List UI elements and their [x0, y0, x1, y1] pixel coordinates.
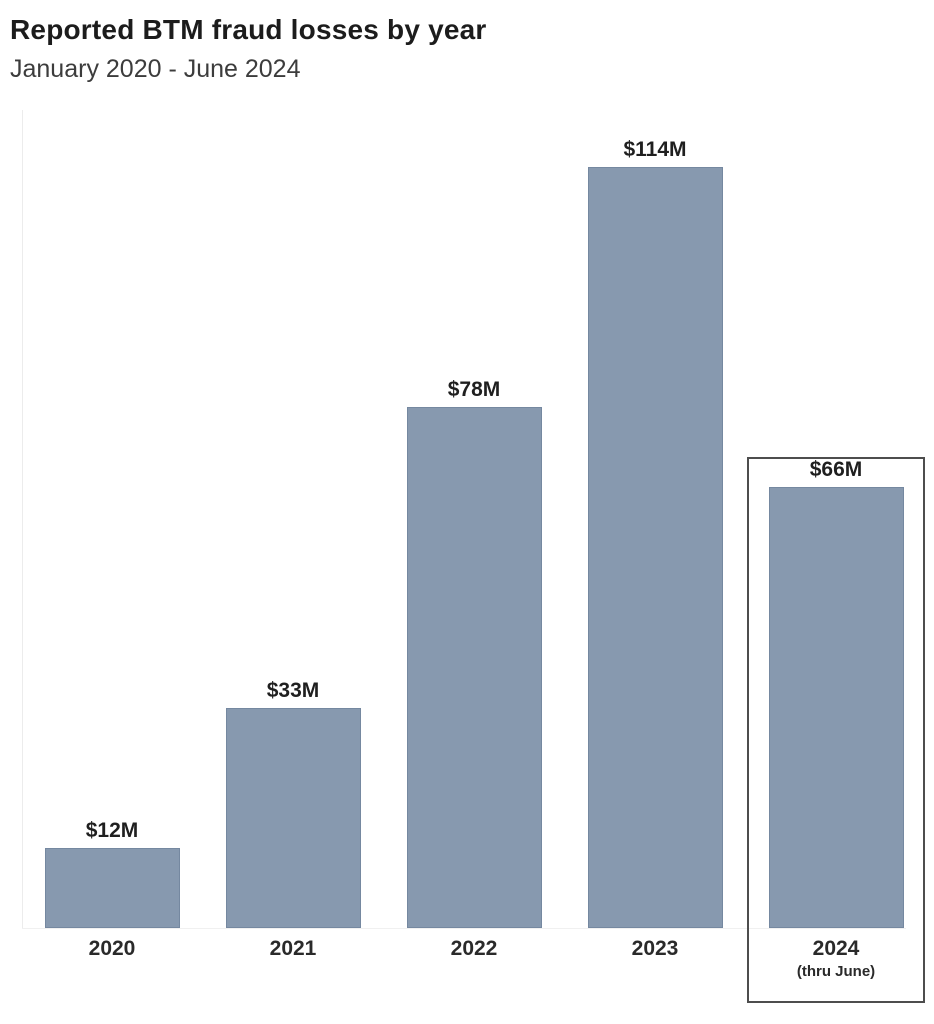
bar-2024 [768, 487, 904, 928]
chart-subtitle: January 2020 - June 2024 [10, 55, 301, 83]
bar-value-label-2022: $78M [447, 378, 501, 401]
bar-2021 [225, 708, 361, 928]
y-axis-line [22, 110, 23, 928]
x-axis-line [22, 928, 906, 929]
bar-2022 [406, 407, 542, 928]
highlight-box-2024 [747, 457, 925, 1003]
x-axis-label-2021: 2021 [269, 937, 317, 960]
bar-value-label-2021: $33M [266, 679, 320, 702]
x-axis-label-2022: 2022 [450, 937, 498, 960]
chart-header: Reported BTM fraud losses by year Januar… [10, 14, 910, 83]
bar-2020 [44, 848, 180, 928]
bar-value-label-2024: $66M [809, 458, 863, 481]
plot-area: $12M 2020 $33M 2021 $78M 2022 $114M 2023 $66M 202… [0, 110, 934, 1024]
bar-value-label-2020: $12M [85, 819, 139, 842]
x-axis-label-2023: 2023 [631, 937, 679, 960]
bar-2023 [587, 167, 723, 928]
chart-title: Reported BTM fraud losses by year [10, 14, 487, 45]
x-axis-label-2024: 2024 [812, 937, 860, 960]
bar-value-label-2023: $114M [623, 138, 687, 161]
x-axis-sublabel-2024: (thru June) [796, 963, 876, 980]
x-axis-label-2020: 2020 [88, 937, 136, 960]
